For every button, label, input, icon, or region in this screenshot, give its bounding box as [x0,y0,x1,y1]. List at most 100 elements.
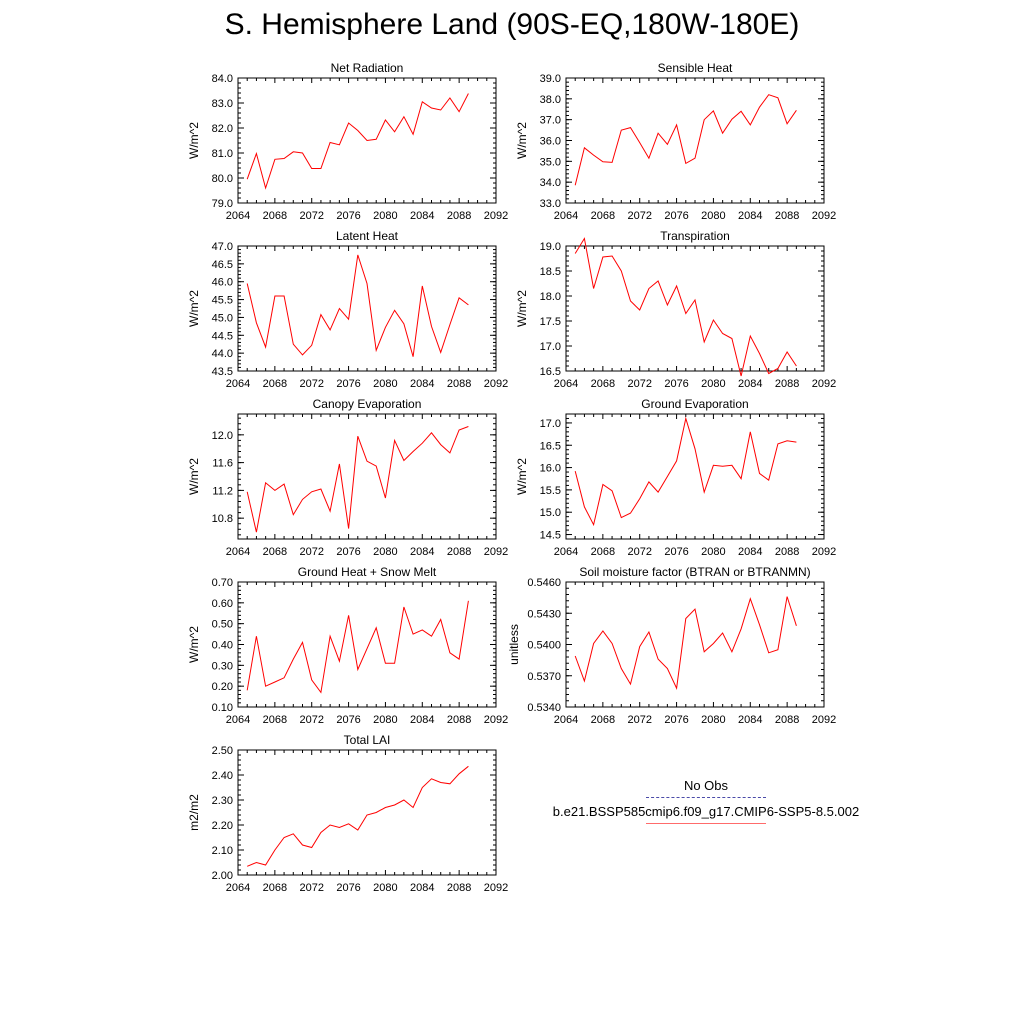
x-tick-label: 2068 [591,546,615,558]
page-title: S. Hemisphere Land (90S-EQ,180W-180E) [224,8,800,41]
x-tick-label: 2064 [226,546,250,558]
y-axis-label: m2/m2 [187,794,201,831]
y-axis-label: W/m^2 [187,458,201,495]
y-tick-label: 83.0 [212,98,233,110]
y-tick-label: 0.20 [212,681,233,693]
y-axis-label: W/m^2 [187,626,201,663]
x-tick-label: 2084 [410,546,434,558]
x-tick-label: 2064 [226,882,250,894]
chart-panel: Latent Heat 2064 2068 2072 2076 2080 2084 2088 2… [187,229,508,390]
x-tick-label: 2076 [336,546,360,558]
y-tick-label: 33.0 [540,198,561,210]
y-tick-label: 46.0 [212,277,233,289]
y-tick-label: 18.5 [540,266,561,278]
x-tick-label: 2080 [701,546,725,558]
series-line [246,600,469,694]
series-line [574,596,797,690]
y-axis-label: unitless [507,624,521,665]
x-tick-label: 2064 [226,714,250,726]
x-tick-label: 2072 [627,378,651,390]
x-tick-label: 2084 [738,210,762,222]
plot-frame [237,413,497,540]
y-tick-label: 35.0 [540,156,561,168]
x-tick-label: 2092 [484,546,508,558]
y-tick-label: 10.8 [212,513,233,525]
y-tick-label: 0.60 [212,598,233,610]
x-tick-label: 2080 [373,714,397,726]
x-tick-label: 2072 [299,210,323,222]
y-tick-label: 39.0 [540,73,561,85]
series-line [574,94,797,186]
x-tick-label: 2088 [447,378,471,390]
x-tick-label: 2072 [299,546,323,558]
y-tick-label: 36.0 [540,136,561,148]
chart-title: Sensible Heat [658,61,733,75]
plot-frame [237,581,497,708]
y-axis-label: W/m^2 [515,122,529,159]
y-tick-label: 2.50 [212,745,233,757]
y-tick-label: 0.5460 [527,577,561,589]
x-tick-label: 2080 [373,210,397,222]
chart-title: Canopy Evaporation [313,397,422,411]
y-tick-label: 47.0 [212,241,233,253]
x-tick-label: 2068 [591,378,615,390]
x-tick-label: 2064 [554,378,578,390]
y-tick-label: 81.0 [212,148,233,160]
x-tick-label: 2092 [484,882,508,894]
series-line [246,93,469,190]
x-tick-label: 2064 [554,210,578,222]
y-tick-label: 44.5 [212,330,233,342]
y-tick-label: 38.0 [540,94,561,106]
x-tick-label: 2088 [447,546,471,558]
x-tick-label: 2092 [812,378,836,390]
chart-panel: Sensible Heat 2064 2068 2072 2076 2080 2084 208… [515,61,836,222]
y-tick-label: 0.5340 [527,702,561,714]
y-axis-label: W/m^2 [187,290,201,327]
y-tick-label: 37.0 [540,115,561,127]
plot-frame [237,749,497,876]
x-tick-label: 2064 [226,210,250,222]
x-tick-label: 2088 [775,378,799,390]
x-tick-label: 2068 [591,210,615,222]
series-line [574,416,797,527]
y-tick-label: 45.5 [212,295,233,307]
y-tick-label: 0.70 [212,577,233,589]
x-tick-label: 2068 [263,546,287,558]
x-tick-label: 2092 [484,210,508,222]
x-tick-label: 2076 [664,378,688,390]
y-tick-label: 18.0 [540,291,561,303]
x-tick-label: 2088 [775,546,799,558]
x-tick-label: 2084 [410,210,434,222]
x-tick-label: 2068 [263,882,287,894]
chart-title: Net Radiation [331,61,404,75]
chart-title: Ground Heat + Snow Melt [298,565,437,579]
x-tick-label: 2080 [701,378,725,390]
x-tick-label: 2092 [484,714,508,726]
y-tick-label: 82.0 [212,123,233,135]
x-tick-label: 2068 [263,714,287,726]
y-tick-label: 16.5 [540,366,561,378]
y-tick-label: 14.5 [540,530,561,542]
x-tick-label: 2088 [447,882,471,894]
x-tick-label: 2088 [447,210,471,222]
chart-title: Latent Heat [336,229,399,243]
chart-panel: Canopy Evaporation 2064 2068 2072 2076 2080 20… [187,397,508,558]
x-tick-label: 2068 [591,714,615,726]
x-tick-label: 2080 [701,210,725,222]
x-tick-label: 2092 [812,546,836,558]
y-tick-label: 19.0 [540,241,561,253]
x-tick-label: 2076 [336,714,360,726]
x-tick-label: 2080 [373,882,397,894]
y-tick-label: 17.5 [540,316,561,328]
y-tick-label: 2.20 [212,820,233,832]
x-tick-label: 2092 [812,714,836,726]
y-tick-label: 12.0 [212,430,233,442]
y-tick-label: 17.0 [540,341,561,353]
plot-frame [565,245,825,372]
y-tick-label: 2.10 [212,845,233,857]
plot-frame [237,245,497,372]
series-line [574,237,797,377]
x-tick-label: 2092 [812,210,836,222]
y-tick-label: 15.5 [540,485,561,497]
